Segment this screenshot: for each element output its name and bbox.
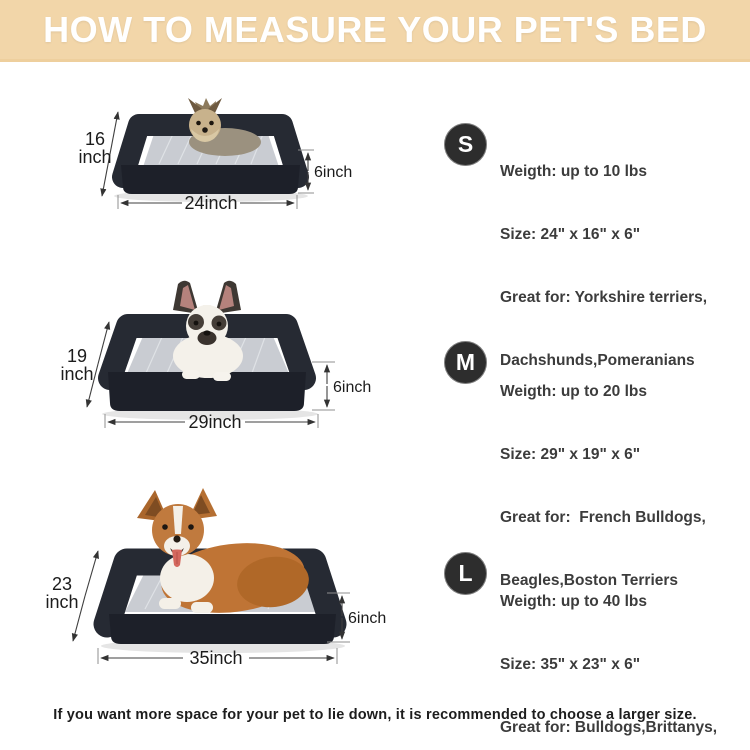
header-banner: HOW TO MEASURE YOUR PET'S BED (0, 0, 750, 62)
width-dimension-label: 29inch (188, 412, 241, 432)
great-for-spec-line1: Great for: Yorkshire terriers, (500, 289, 708, 306)
size-spec: Size: 24" x 16" x 6" (500, 226, 641, 243)
height-dimension-unit: inch (45, 592, 78, 612)
depth-dimension-label: 6inch (348, 610, 386, 627)
pet-bed-illustration-large (93, 488, 347, 653)
size-badge-medium: M (444, 341, 487, 384)
width-dimension-label: 24inch (184, 193, 237, 213)
great-for-spec-line1: Great for: French Bulldogs, (500, 509, 706, 526)
footer-note: If you want more space for your pet to l… (53, 707, 697, 723)
bed-diagram-medium: 19 inch 6inch 29inch (60, 280, 371, 432)
weight-spec: Weigth: up to 40 lbs (500, 593, 647, 610)
great-for-spec-line1: Great for: Bulldogs,Brittanys, (500, 719, 718, 736)
pet-bed-illustration-small (112, 98, 309, 202)
height-dimension-value: 16 (85, 129, 105, 149)
bed-diagram-large: 23 inch 6inch 35inch (45, 488, 386, 668)
size-badge-small: S (444, 123, 487, 166)
specs-medium: Weigth: up to 20 lbs Size: 29" x 19" x 6… (500, 339, 706, 633)
size-badge-letter: L (458, 560, 473, 586)
dimension-annotations-medium: 19 inch 6inch 29inch (60, 321, 371, 432)
specs-small: Weigth: up to 10 lbs Size: 24" x 16" x 6… (500, 119, 707, 413)
height-dimension-unit: inch (78, 147, 111, 167)
depth-dimension-label: 6inch (333, 379, 371, 396)
french-bulldog-illustration (173, 280, 243, 381)
size-badge-letter: M (455, 349, 476, 375)
size-badge-letter: S (457, 131, 474, 157)
page-title: HOW TO MEASURE YOUR PET'S BED (43, 8, 707, 50)
weight-spec: Weigth: up to 10 lbs (500, 163, 647, 180)
yorkshire-terrier-illustration (188, 98, 261, 156)
height-dimension-unit: inch (60, 364, 93, 384)
pet-bed-illustration-medium (98, 280, 318, 420)
great-for-spec-line2: Dachshunds,Pomeranians (500, 352, 695, 369)
dimension-annotations-small: 16 inch 6inch 24inch (78, 111, 352, 213)
corgi-illustration (137, 488, 309, 613)
width-dimension-label: 35inch (189, 648, 242, 668)
size-spec: Size: 29" x 19" x 6" (500, 446, 641, 463)
bed-base (108, 372, 306, 411)
dimension-annotations-large: 23 inch 6inch 35inch (45, 550, 386, 668)
height-dimension-value: 23 (52, 574, 72, 594)
weight-spec: Weigth: up to 20 lbs (500, 383, 647, 400)
bed-base (121, 165, 300, 194)
bed-base (109, 614, 336, 644)
bed-diagram-small: 16 inch 6inch 24inch (78, 98, 352, 213)
height-dimension-value: 19 (67, 346, 87, 366)
specs-large: Weigth: up to 40 lbs Size: 35" x 23" x 6… (500, 549, 717, 750)
great-for-spec-line2: Beagles,Boston Terriers (500, 572, 679, 589)
size-badge-large: L (444, 552, 487, 595)
depth-dimension-label: 6inch (314, 164, 352, 181)
size-spec: Size: 35" x 23" x 6" (500, 656, 641, 673)
